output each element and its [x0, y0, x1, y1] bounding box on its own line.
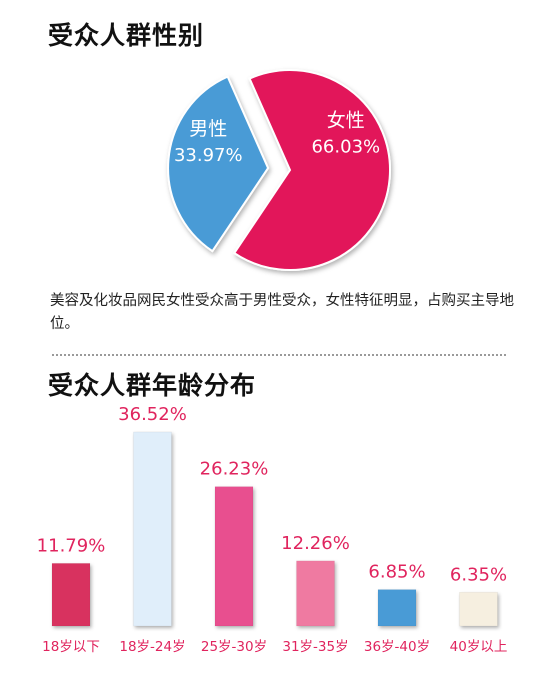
bar-category-label: 40岁以上 — [450, 639, 508, 655]
bar-1 — [51, 563, 91, 627]
bar-value-label: 6.35% — [450, 564, 507, 585]
bar-4 — [296, 560, 335, 627]
female-label: 女性 — [327, 109, 365, 131]
bar-value-label: 11.79% — [37, 535, 106, 556]
bar-category-label: 31岁-35岁 — [282, 639, 348, 655]
male-label: 男性 — [189, 118, 227, 140]
female-slice — [232, 69, 391, 271]
bar-3 — [214, 486, 254, 627]
gender-description: 美容及化妆品网民女性受众高于男性受众，女性特征明显，占购买主导地位。 — [50, 293, 514, 332]
bar-category-label: 18岁-24岁 — [119, 639, 185, 655]
male-slice — [167, 75, 270, 253]
gender-section-title: 受众人群性别 — [48, 21, 205, 50]
age-section-title: 受众人群年龄分布 — [48, 371, 257, 400]
bar-6 — [459, 592, 498, 627]
bar-value-label: 6.85% — [368, 562, 425, 583]
bar-value-label: 26.23% — [200, 459, 269, 480]
section-divider — [52, 354, 506, 356]
bar-value-label: 12.26% — [281, 533, 350, 554]
gender-pie-chart: 男性 33.97% 女性 66.03% — [167, 69, 391, 271]
bar-category-label: 25岁-30岁 — [201, 639, 267, 655]
male-value: 33.97% — [174, 145, 243, 166]
bar-category-label: 18岁以下 — [42, 639, 100, 655]
bar-category-label: 36岁-40岁 — [364, 639, 430, 655]
female-value: 66.03% — [311, 136, 380, 157]
bar-value-label: 36.52% — [118, 404, 187, 425]
bar-2 — [133, 431, 172, 627]
bar-5 — [377, 589, 417, 627]
